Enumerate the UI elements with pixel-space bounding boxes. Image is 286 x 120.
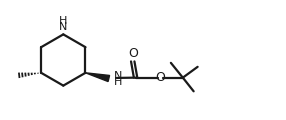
Text: N: N bbox=[113, 71, 122, 81]
Text: O: O bbox=[128, 47, 138, 60]
Text: H: H bbox=[113, 78, 122, 87]
Text: O: O bbox=[156, 71, 166, 84]
Text: N: N bbox=[59, 22, 67, 32]
Text: H: H bbox=[59, 16, 67, 26]
Polygon shape bbox=[86, 73, 110, 82]
